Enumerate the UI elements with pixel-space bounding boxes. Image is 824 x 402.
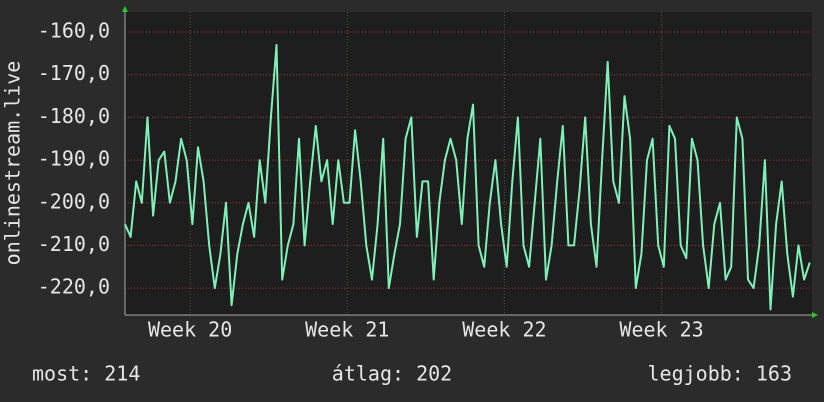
y-tick-label: -170,0 [38, 61, 110, 85]
data-line [124, 43, 811, 311]
y-tick-label: -180,0 [38, 104, 110, 128]
y-tick-label: -210,0 [38, 232, 110, 256]
stat-current: most: 214 [32, 362, 140, 386]
x-tick-label: Week 22 [462, 318, 546, 342]
y-tick-label: -160,0 [38, 19, 110, 43]
y-tick-label: -220,0 [38, 275, 110, 299]
y-tick-label: -190,0 [38, 147, 110, 171]
axis-arrow [812, 312, 818, 318]
y-axis-label: onlinestream.live [1, 61, 25, 266]
x-tick-label: Week 20 [148, 318, 232, 342]
stat-average: átlag: 202 [332, 362, 452, 386]
stat-best: legjobb: 163 [648, 362, 793, 386]
axis-arrow [122, 6, 128, 12]
y-tick-label: -200,0 [38, 189, 110, 213]
x-tick-label: Week 21 [305, 318, 389, 342]
x-tick-label: Week 23 [619, 318, 703, 342]
plot-area [125, 12, 812, 315]
